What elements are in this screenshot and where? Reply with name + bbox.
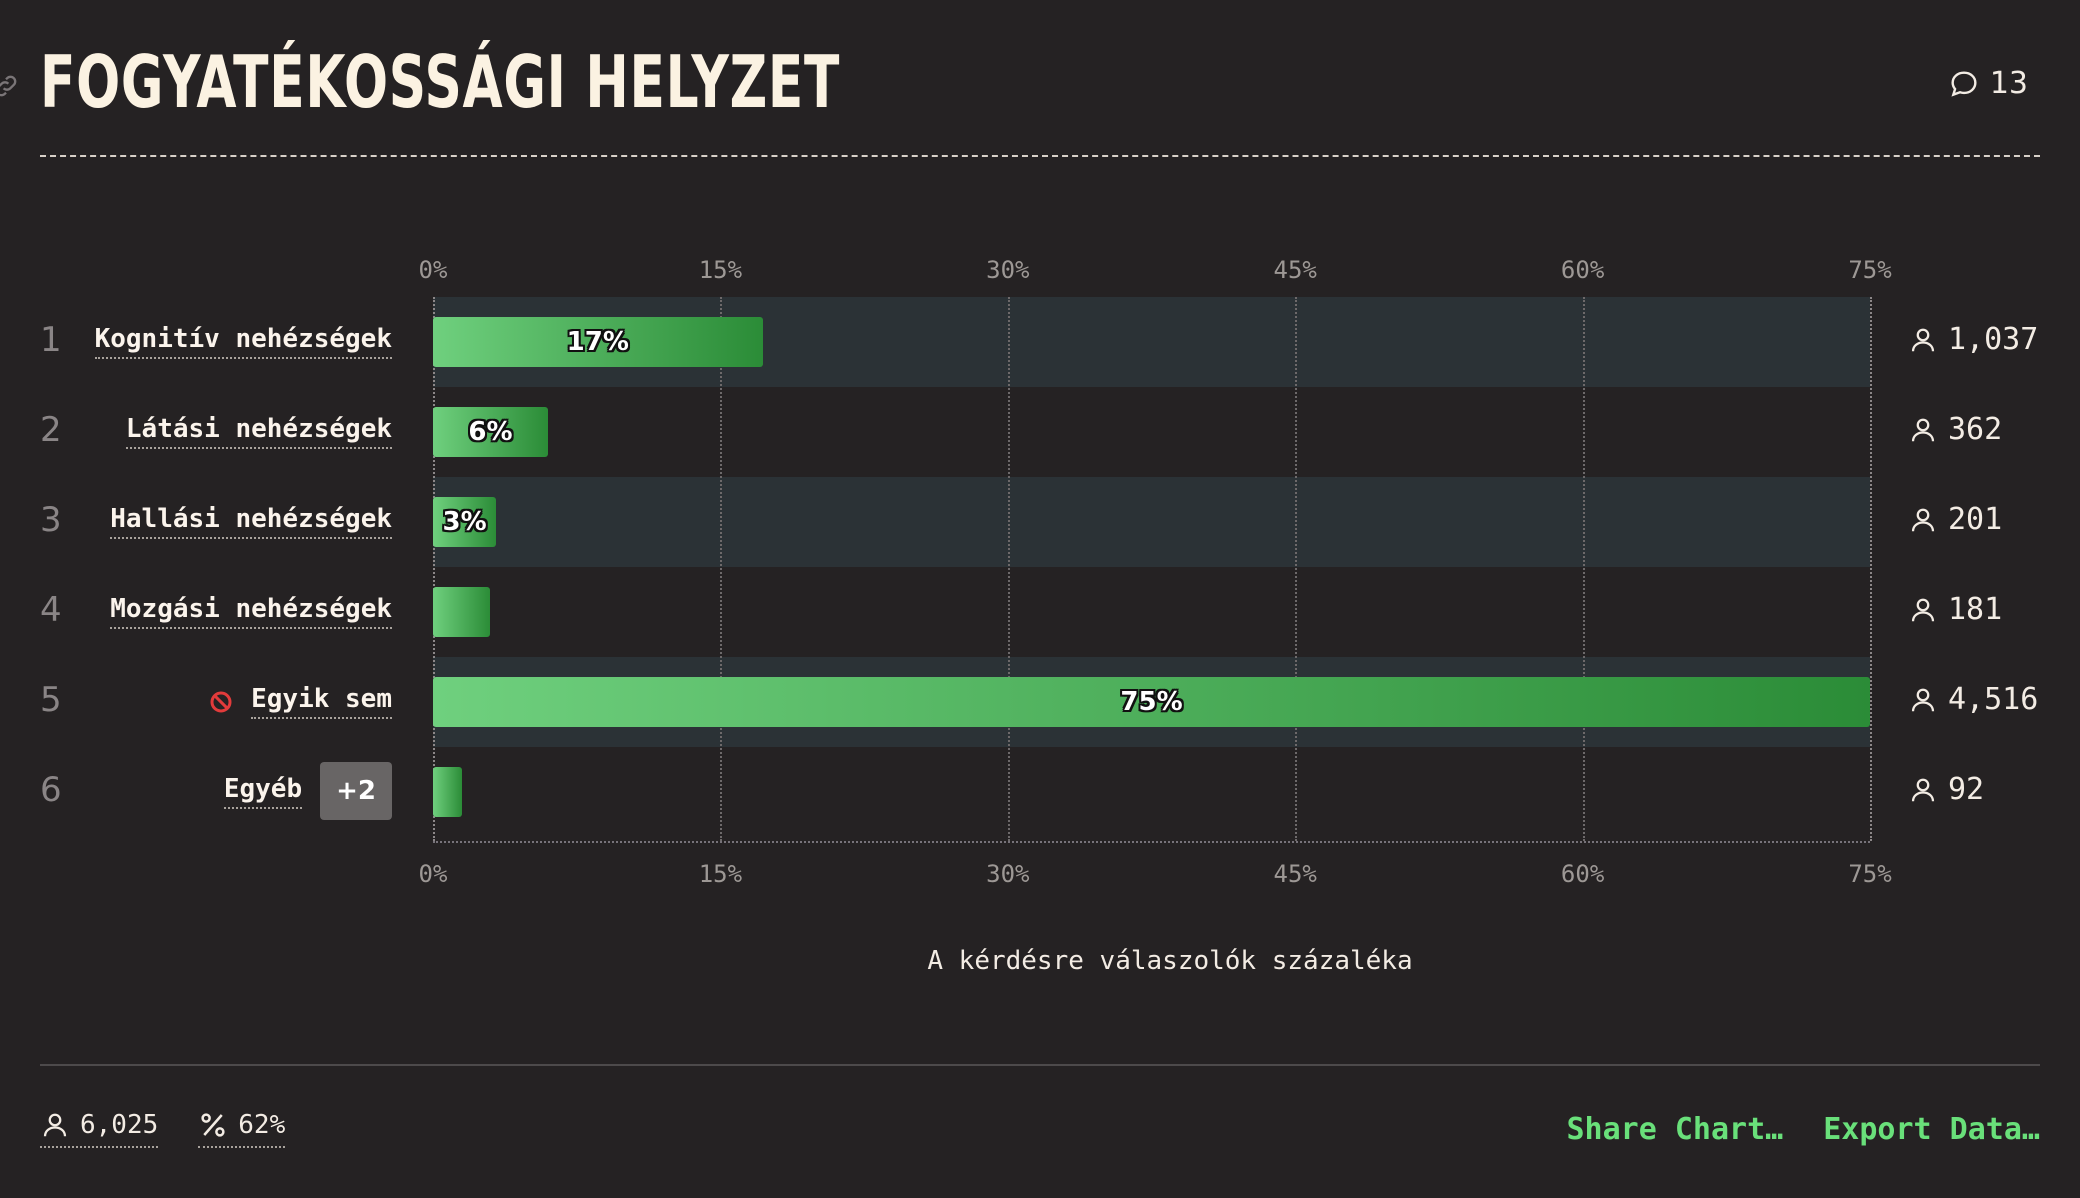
respondent-count: 1,037	[1908, 322, 2038, 357]
bar-value-label: 17%	[567, 327, 629, 357]
x-tick-bottom: 45%	[1274, 860, 1317, 888]
bar-value-label: 6%	[468, 417, 512, 447]
category-text[interactable]: Látási nehézségek	[126, 414, 392, 449]
x-tick-top: 75%	[1848, 256, 1891, 284]
respondents-stat[interactable]: 6,025	[40, 1110, 158, 1148]
respondent-count-value: 181	[1948, 592, 2002, 627]
person-icon	[40, 1110, 70, 1140]
category-text[interactable]: Egyéb	[224, 774, 302, 809]
respondent-count-value: 4,516	[1948, 682, 2038, 717]
person-icon	[1908, 685, 1938, 715]
bar-value-label: 75%	[1120, 687, 1182, 717]
export-data-button[interactable]: Export Data…	[1823, 1112, 2040, 1147]
x-tick-bottom: 30%	[986, 860, 1029, 888]
link-icon[interactable]	[0, 72, 20, 100]
more-categories-badge[interactable]: +2	[320, 762, 392, 820]
x-tick-bottom: 60%	[1561, 860, 1604, 888]
bar-chart: A kérdésre válaszolók százaléka 0% 0% 15% 1…	[0, 240, 2080, 960]
category-text[interactable]: Mozgási nehézségek	[110, 594, 392, 629]
comments-button[interactable]: 13	[1948, 66, 2028, 101]
x-tick-top: 15%	[699, 256, 742, 284]
respondent-count: 181	[1908, 592, 2002, 627]
bar-value-label: 3%	[443, 507, 487, 537]
category-label[interactable]: Mozgási nehézségek	[110, 594, 392, 629]
comments-count: 13	[1990, 66, 2028, 101]
gridline	[1870, 297, 1872, 841]
rank-number: 1	[40, 320, 70, 360]
category-label[interactable]: Egyéb +2	[224, 762, 392, 820]
percent-stat[interactable]: 62%	[198, 1110, 285, 1148]
respondent-count: 201	[1908, 502, 2002, 537]
respondent-count-value: 362	[1948, 412, 2002, 447]
person-icon	[1908, 505, 1938, 535]
respondent-count-value: 92	[1948, 772, 1984, 807]
category-text[interactable]: Egyik sem	[251, 684, 392, 719]
share-chart-button[interactable]: Share Chart…	[1567, 1112, 1784, 1147]
x-tick-bottom: 75%	[1848, 860, 1891, 888]
respondent-count: 92	[1908, 772, 1984, 807]
respondents-value: 6,025	[80, 1110, 158, 1140]
percent-value: 62%	[238, 1110, 285, 1140]
chart-title: FOGYATÉKOSSÁGI HELYZET	[40, 40, 840, 124]
person-icon	[1908, 775, 1938, 805]
gridline	[1008, 297, 1010, 841]
person-icon	[1908, 415, 1938, 445]
x-tick-top: 45%	[1274, 256, 1317, 284]
footer-divider	[40, 1064, 2040, 1066]
rank-number: 6	[40, 770, 70, 810]
category-label[interactable]: Látási nehézségek	[126, 414, 392, 449]
rank-number: 3	[40, 500, 70, 540]
rank-number: 5	[40, 680, 70, 720]
category-label[interactable]: Egyik sem	[209, 684, 392, 719]
x-tick-bottom: 15%	[699, 860, 742, 888]
rank-number: 2	[40, 410, 70, 450]
prohibited-icon	[209, 690, 233, 714]
footer: 6,025 62% Share Chart… Export Data…	[40, 1110, 2040, 1148]
category-text[interactable]: Kognitív nehézségek	[95, 324, 392, 359]
row-band	[433, 477, 1870, 567]
bottom-axis-line	[433, 841, 1870, 843]
x-axis-label: A kérdésre válaszolók százaléka	[0, 946, 2080, 976]
category-text[interactable]: Hallási nehézségek	[110, 504, 392, 539]
category-label[interactable]: Hallási nehézségek	[110, 504, 392, 539]
respondent-count: 362	[1908, 412, 2002, 447]
bar[interactable]	[433, 767, 462, 817]
respondent-count-value: 1,037	[1948, 322, 2038, 357]
gridline	[1583, 297, 1585, 841]
gridline	[720, 297, 722, 841]
respondent-count: 4,516	[1908, 682, 2038, 717]
percent-icon	[198, 1110, 228, 1140]
person-icon	[1908, 325, 1938, 355]
category-label[interactable]: Kognitív nehézségek	[95, 324, 392, 359]
gridline	[1295, 297, 1297, 841]
rank-number: 4	[40, 590, 70, 630]
title-divider	[40, 155, 2040, 157]
bar[interactable]	[433, 587, 490, 637]
x-tick-bottom: 0%	[419, 860, 448, 888]
gridline	[433, 297, 435, 841]
x-tick-top: 0%	[419, 256, 448, 284]
person-icon	[1908, 595, 1938, 625]
x-tick-top: 30%	[986, 256, 1029, 284]
x-tick-top: 60%	[1561, 256, 1604, 284]
comment-icon	[1948, 68, 1980, 100]
respondent-count-value: 201	[1948, 502, 2002, 537]
